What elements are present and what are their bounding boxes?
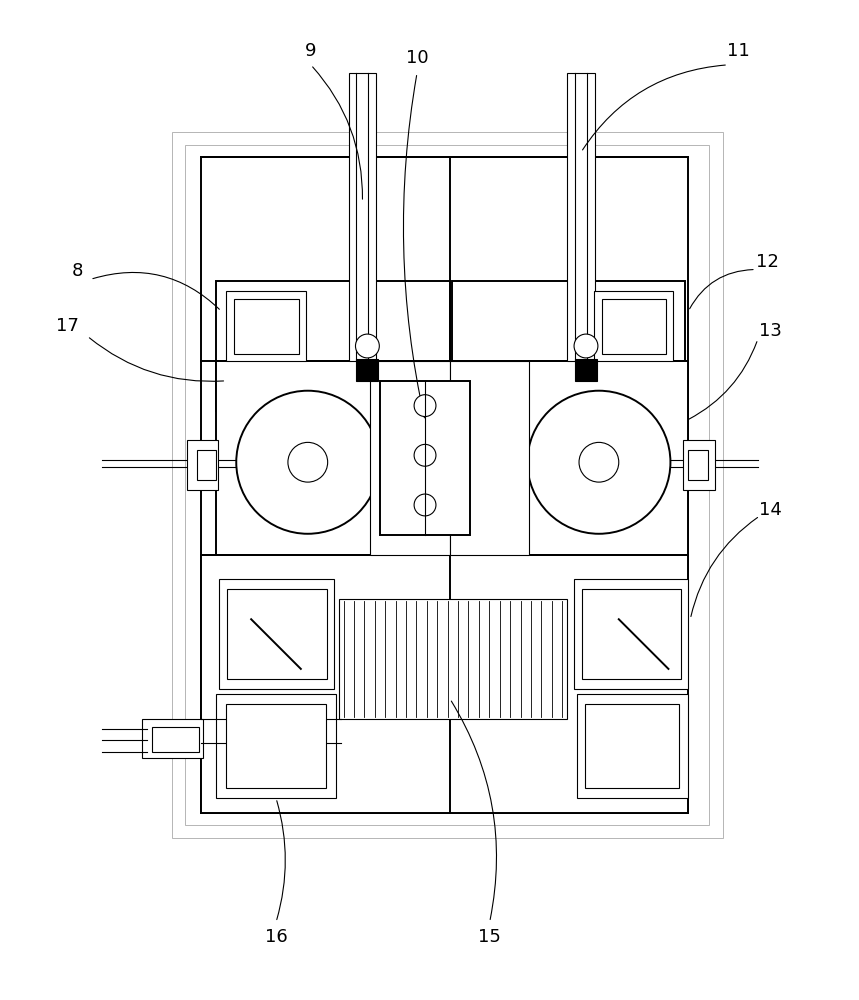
Bar [356,359,378,381]
Bar [370,361,450,555]
Circle shape [414,395,436,417]
Text: 10: 10 [405,49,429,67]
Bar [235,299,299,354]
Text: 11: 11 [727,42,749,60]
Text: 15: 15 [478,928,501,946]
Circle shape [288,442,327,482]
Bar [216,694,336,798]
Bar [338,599,567,719]
Bar [197,450,216,480]
Bar [226,704,326,788]
Bar [450,361,688,555]
Text: 16: 16 [265,928,288,946]
Bar [228,589,326,679]
Bar [567,73,595,361]
Bar [142,719,204,758]
Circle shape [527,391,670,534]
Bar [452,281,685,411]
Bar [349,73,376,361]
Text: 8: 8 [71,262,83,280]
Bar [185,145,710,825]
Text: 9: 9 [305,42,316,60]
Bar [381,381,470,535]
Bar [202,157,688,813]
Bar [172,132,723,838]
Text: 14: 14 [759,501,783,519]
Text: 13: 13 [759,322,783,340]
Bar [574,579,688,689]
Bar [202,555,688,813]
Bar [684,440,716,490]
Bar [216,361,450,555]
Bar [688,450,708,480]
Bar [152,727,199,752]
Text: 12: 12 [757,253,779,271]
Bar [602,299,667,354]
Bar [219,579,333,689]
Bar [577,694,688,798]
Bar [585,704,679,788]
Circle shape [579,442,618,482]
Bar [226,291,306,361]
Text: 17: 17 [56,317,79,335]
Bar [582,589,681,679]
Bar [186,440,218,490]
Circle shape [236,391,380,534]
Circle shape [574,334,598,358]
Bar [216,281,450,411]
Circle shape [356,334,380,358]
Bar [594,291,673,361]
Circle shape [414,444,436,466]
Bar [450,361,529,555]
Bar [575,359,597,381]
Circle shape [414,494,436,516]
